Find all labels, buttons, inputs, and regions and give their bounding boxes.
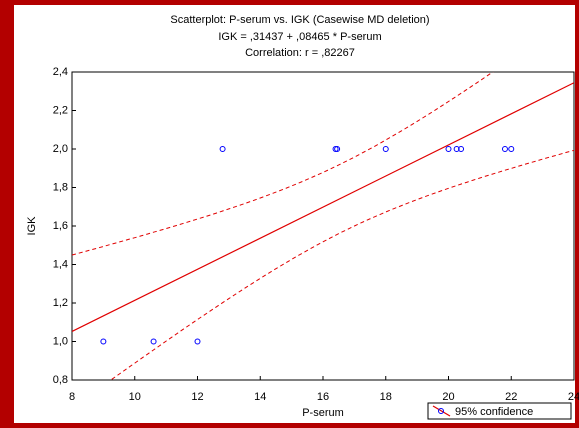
confidence-band <box>109 149 574 380</box>
chart-subtitle: IGK = ,31437 + ,08465 * P-serum <box>218 31 381 43</box>
point <box>194 338 201 345</box>
y-tick-label: 2,2 <box>53 104 68 116</box>
x-tick-label: 8 <box>69 391 75 403</box>
point <box>453 146 460 152</box>
y-tick-label: 1,4 <box>53 258 68 270</box>
y-axis-label: IGK <box>26 216 38 236</box>
y-tick-label: 1,8 <box>53 181 68 193</box>
point <box>458 146 465 152</box>
regression-line <box>72 82 574 333</box>
point <box>100 338 107 345</box>
point <box>501 146 508 152</box>
y-tick-label: 2,0 <box>53 143 68 155</box>
y-tick-label: 0,8 <box>53 374 68 386</box>
x-tick-label: 20 <box>442 391 454 403</box>
legend-line <box>432 405 451 417</box>
legend-marker <box>438 408 444 414</box>
x-tick-label: 18 <box>380 391 392 403</box>
point <box>334 146 341 152</box>
point <box>508 146 515 152</box>
confidence-band <box>72 72 494 256</box>
x-tick-label: 14 <box>254 391 266 403</box>
x-tick-label: 22 <box>505 391 517 403</box>
y-tick-label: 1,6 <box>53 220 68 232</box>
x-tick-label: 16 <box>317 391 329 403</box>
x-tick-label: 10 <box>129 391 141 403</box>
point <box>219 146 226 152</box>
point <box>150 338 157 345</box>
fit-group <box>72 72 574 380</box>
x-tick-label: 12 <box>191 391 203 403</box>
chart-background <box>14 5 575 423</box>
y-tick-label: 1,0 <box>53 335 68 347</box>
x-axis-label: P-serum <box>302 407 344 419</box>
annotation: Correlation: r = ,82267 <box>245 47 355 59</box>
x-tick-label: 24 <box>568 391 579 403</box>
y-tick-label: 2,4 <box>53 66 68 78</box>
chart-title: Scatterplot: P-serum vs. IGK (Casewise M… <box>170 14 429 26</box>
point <box>382 146 389 152</box>
y-tick-label: 1,2 <box>53 297 68 309</box>
legend-label: 95% confidence <box>455 406 533 418</box>
point <box>445 146 452 152</box>
legend-box <box>427 402 572 420</box>
